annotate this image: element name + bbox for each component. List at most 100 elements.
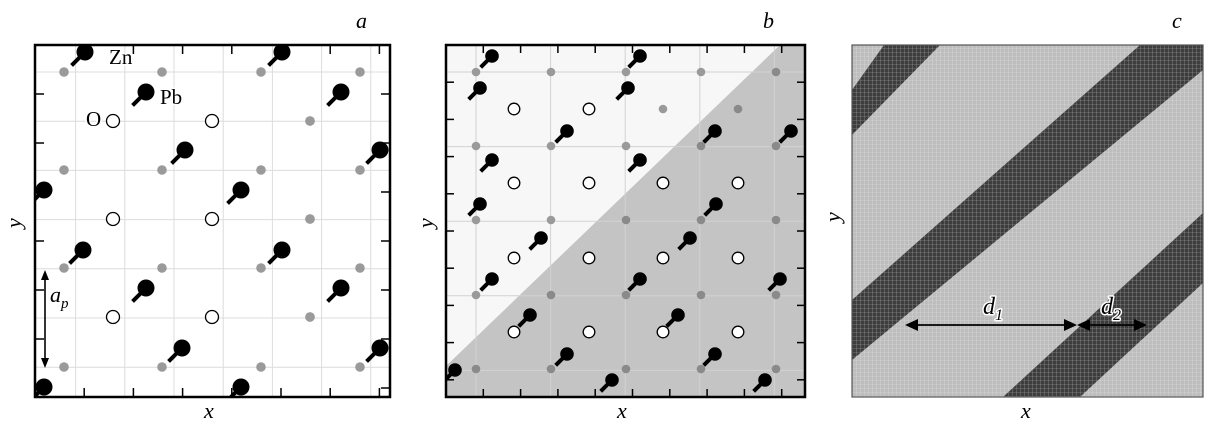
gray-atom [256,67,266,77]
pb-atom [267,241,291,265]
zn-atom [70,45,94,67]
gray-atom [621,215,631,225]
gray-atom [621,364,631,374]
gray-atom [471,215,481,225]
gray-atom [355,165,365,175]
pb-atom [554,124,574,144]
pb-atom [627,49,647,69]
o-atom [507,251,521,265]
gray-atom [696,364,706,374]
panel-c-letter: c [1172,8,1182,33]
o-atom [731,325,745,339]
gray-atom [696,290,706,300]
gray-atom [355,67,365,77]
gray-atom [621,141,631,151]
gray-atom [305,214,315,224]
pb-atom [528,231,548,251]
o-atom [656,325,670,339]
pb-atom [35,378,53,397]
gray-atom [157,67,167,77]
gray-atom [546,364,556,374]
gray-atom [546,67,556,77]
panel-a-ylabel: y [1,218,26,230]
pb-atom [479,272,499,292]
panel-b: b x y [413,8,807,423]
pb-atom [554,347,574,367]
gray-atom [658,104,668,114]
panel-b-letter: b [763,8,774,33]
pb-atom [326,83,350,107]
zn-atom [267,45,291,67]
period-d1-label: d1 [983,294,1003,324]
mesh-grid [852,45,1203,397]
lattice-parameter-arrow [41,270,49,368]
gray-atom [305,312,315,322]
o-label: O [86,107,101,131]
pb-atom [599,373,619,393]
pb-atom [627,272,647,292]
pb-atom [702,347,722,367]
o-atom [204,309,220,325]
period-d1-arrow [905,319,1077,331]
gray-atom [355,362,365,372]
gray-atom [621,290,631,300]
gray-atom [59,362,69,372]
panel-a-grid [35,45,390,397]
gray-atom [771,215,781,225]
gray-atom [157,263,167,273]
panel-a: a x y Zn Pb O ap [1,8,392,423]
gray-atom [157,165,167,175]
gray-atom [59,165,69,175]
o-atom [105,113,121,129]
o-atom [731,176,745,190]
period-d2-arrow [1077,319,1147,331]
pb-atom [167,339,191,363]
pb-atom [627,153,647,173]
o-atom [105,309,121,325]
gray-atom [771,364,781,374]
panel-b-xlabel: x [616,398,627,423]
gray-atom [355,263,365,273]
gray-atom [621,67,631,77]
gray-atom [256,362,266,372]
gray-atom [157,362,167,372]
o-atom [731,251,745,265]
gray-atom [59,67,69,77]
gray-atom [696,215,706,225]
pb-atom [467,197,487,217]
period-d2-label: d2 [1101,294,1121,324]
pb-atom [326,279,350,303]
gray-atom [771,141,781,151]
panel-c-ylabel: y [820,212,845,224]
gray-atom [696,67,706,77]
panel-c-xlabel: x [1020,398,1031,423]
lattice-parameter-label: ap [50,282,69,312]
pb-atom [778,124,798,144]
panel-a-letter: a [356,8,367,33]
gray-atom [546,290,556,300]
gray-atom [471,141,481,151]
pb-atom [131,279,155,303]
panel-a-xlabel: x [203,398,214,423]
panel-b-atoms [446,49,798,393]
panel-a-ticks [35,45,390,397]
zn-label: Zn [109,45,133,69]
panel-b-frame [444,43,807,399]
gray-atom [546,141,556,151]
gray-atom [471,364,481,374]
panel-b-ylabel: y [413,218,438,230]
o-atom [507,102,521,116]
gray-atom [771,67,781,77]
panel-c-frame [851,44,1204,398]
pb-atom [702,124,722,144]
pb-atom [479,153,499,173]
o-atom [582,102,596,116]
pb-atom [467,81,487,101]
pb-atom [365,339,389,363]
pb-atom [517,308,537,328]
gray-atom [305,116,315,126]
pb-atom [446,363,462,382]
pb-atom [226,181,250,205]
gray-atom [471,290,481,300]
o-atom [105,211,121,227]
